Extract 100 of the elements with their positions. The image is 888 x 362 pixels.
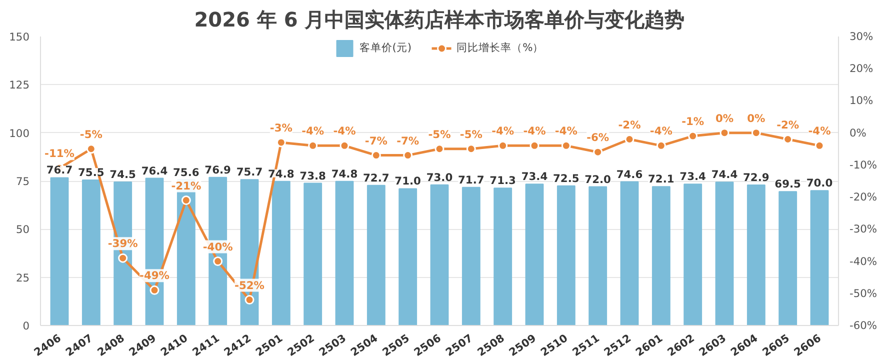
data-label: 74.4 xyxy=(711,168,738,182)
data-label: 75.5 xyxy=(78,166,104,180)
data-label: 71.0 xyxy=(394,174,421,188)
point xyxy=(720,128,730,138)
y2-tick-label: -20% xyxy=(850,190,878,204)
y-tick-label: 0 xyxy=(22,320,30,332)
point xyxy=(276,138,286,148)
legend-label: 客单价(元) xyxy=(359,41,412,55)
y2-tick-label: -60% xyxy=(850,319,878,332)
data-label: -4% xyxy=(808,124,832,138)
data-label: 73.8 xyxy=(300,169,326,182)
bar xyxy=(335,180,354,326)
bar xyxy=(430,184,449,326)
data-label: 74.8 xyxy=(268,167,294,180)
data-label: 73.4 xyxy=(521,170,548,184)
bar xyxy=(684,184,702,326)
y2-tick-label: 0% xyxy=(850,126,866,140)
data-label: 76.4 xyxy=(141,164,168,178)
data-label: 73.0 xyxy=(426,170,453,184)
data-label: 75.7 xyxy=(236,166,263,179)
point xyxy=(561,140,571,150)
data-label: -52% xyxy=(234,278,265,292)
data-label: -4% xyxy=(492,124,514,138)
bar xyxy=(50,177,69,326)
data-label: 74.8 xyxy=(331,167,358,180)
data-label: 75.6 xyxy=(173,166,200,179)
bar xyxy=(810,190,829,326)
data-label: -1% xyxy=(682,115,704,128)
y-tick-label: 125 xyxy=(9,78,30,92)
point xyxy=(593,147,603,157)
data-label: 76.9 xyxy=(204,163,231,176)
point xyxy=(656,140,666,150)
bar xyxy=(462,186,480,326)
y2-tick-label: -10% xyxy=(850,158,878,172)
data-label: -11% xyxy=(44,147,75,160)
point xyxy=(86,144,96,154)
bar xyxy=(272,180,290,326)
data-label: 72.1 xyxy=(648,172,674,186)
data-label: -7% xyxy=(364,134,388,148)
bar xyxy=(778,191,798,326)
chart-title: 2026 年 6 月中国实体药店样本市场客单价与变化趋势 xyxy=(194,8,685,32)
data-label: 72.7 xyxy=(363,171,390,184)
data-label: 71.7 xyxy=(458,173,484,186)
point xyxy=(624,134,634,144)
legend-label: 同比增长率（%） xyxy=(456,41,544,55)
point xyxy=(213,256,223,266)
data-label: -4% xyxy=(302,124,324,138)
data-label: 72.0 xyxy=(584,172,611,186)
bar xyxy=(494,188,512,326)
data-label: -39% xyxy=(108,237,138,250)
bar xyxy=(715,182,734,326)
data-label: 0% xyxy=(715,112,734,125)
y-tick-label: 75 xyxy=(16,175,30,188)
data-label: 71.3 xyxy=(490,174,516,188)
point xyxy=(498,140,508,150)
point xyxy=(340,140,350,150)
y2-tick-label: -40% xyxy=(850,254,878,268)
bar xyxy=(398,188,418,326)
data-label: 69.5 xyxy=(774,178,801,191)
y-tick-label: 100 xyxy=(9,126,30,140)
point xyxy=(181,196,191,206)
y-tick-label: 25 xyxy=(16,271,30,284)
bar xyxy=(746,184,766,326)
data-label: -4% xyxy=(523,124,546,138)
point xyxy=(118,253,128,263)
point xyxy=(308,140,318,150)
data-label: -5% xyxy=(460,128,483,141)
data-label: -4% xyxy=(650,124,673,138)
bar xyxy=(525,184,544,326)
data-label: -49% xyxy=(140,269,170,282)
bar xyxy=(652,186,670,326)
data-label: 73.4 xyxy=(680,170,706,184)
point xyxy=(751,128,761,138)
data-label: 72.9 xyxy=(743,171,770,184)
data-label: 70.0 xyxy=(806,176,833,190)
data-label: -3% xyxy=(270,121,293,134)
data-label: -2% xyxy=(776,118,800,132)
data-label: 74.6 xyxy=(616,168,643,181)
data-label: -7% xyxy=(396,134,420,148)
point xyxy=(466,144,476,154)
data-label: -5% xyxy=(428,128,452,141)
data-label: 74.5 xyxy=(110,168,136,181)
data-label: 72.5 xyxy=(553,172,580,185)
y2-tick-label: 10% xyxy=(850,94,874,108)
data-label: -40% xyxy=(202,240,234,254)
bar xyxy=(366,184,386,326)
data-label: -4% xyxy=(333,124,356,138)
data-label: -6% xyxy=(586,131,610,144)
point xyxy=(244,295,254,305)
point xyxy=(150,285,160,295)
bar xyxy=(82,180,100,326)
point xyxy=(530,140,540,150)
point xyxy=(814,140,824,150)
data-label: -2% xyxy=(618,118,642,132)
y2-tick-label: -30% xyxy=(850,222,878,236)
y-tick-label: 150 xyxy=(9,30,30,44)
point xyxy=(783,134,793,144)
data-label: 0% xyxy=(747,112,766,125)
point xyxy=(688,131,698,141)
y2-tick-label: -50% xyxy=(850,286,878,300)
